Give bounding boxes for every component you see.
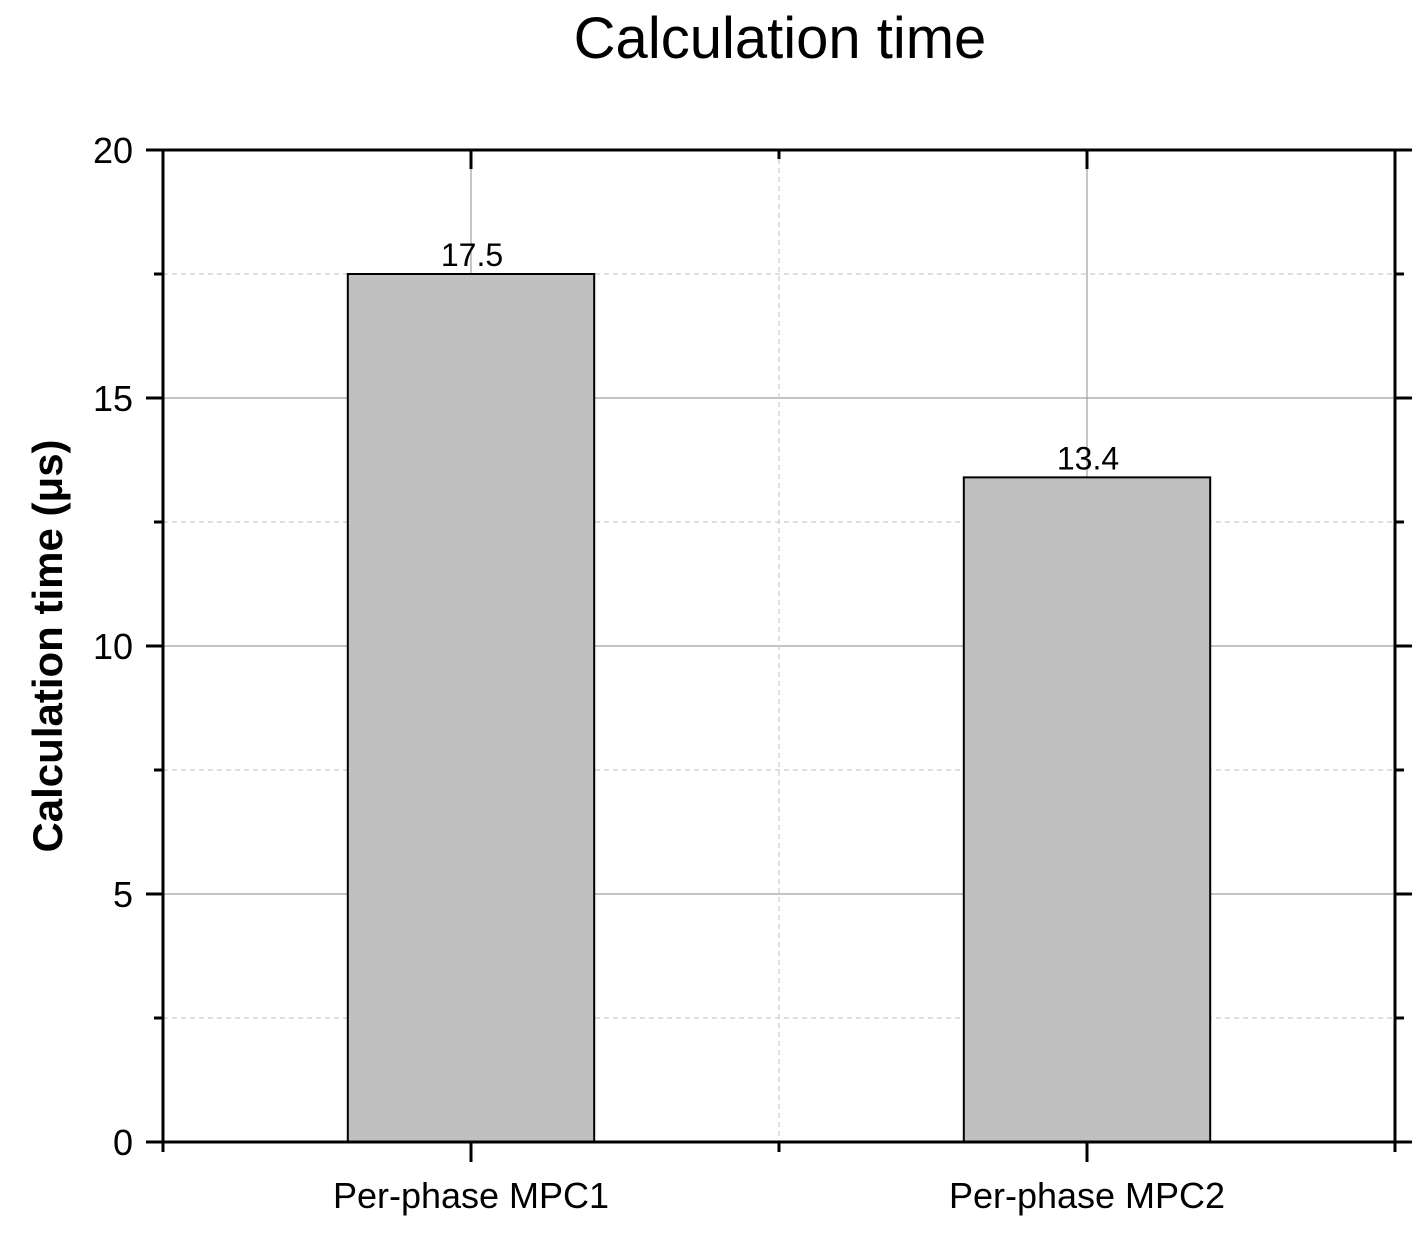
- y-tick-label: 15: [93, 378, 133, 419]
- x-tick-label: Per-phase MPC1: [333, 1175, 609, 1216]
- y-tick-label: 10: [93, 626, 133, 667]
- bar: [962, 476, 1212, 1143]
- y-axis-title: Calculation time (μs): [24, 439, 71, 852]
- y-tick-labels: 0 5 10 15 20: [93, 130, 133, 1163]
- y-tick-label: 5: [113, 874, 133, 915]
- chart-title: Calculation time: [574, 6, 987, 71]
- bar: [346, 273, 596, 1143]
- axis-ticks: [146, 148, 1412, 1162]
- data-label: 17.5: [441, 237, 503, 273]
- data-label: 13.4: [1057, 440, 1119, 476]
- data-labels: 17.5 13.4: [441, 237, 1119, 476]
- y-tick-label: 0: [113, 1122, 133, 1163]
- y-tick-label: 20: [93, 130, 133, 171]
- x-tick-labels: Per-phase MPC1 Per-phase MPC2: [333, 1175, 1225, 1216]
- x-tick-label: Per-phase MPC2: [949, 1175, 1225, 1216]
